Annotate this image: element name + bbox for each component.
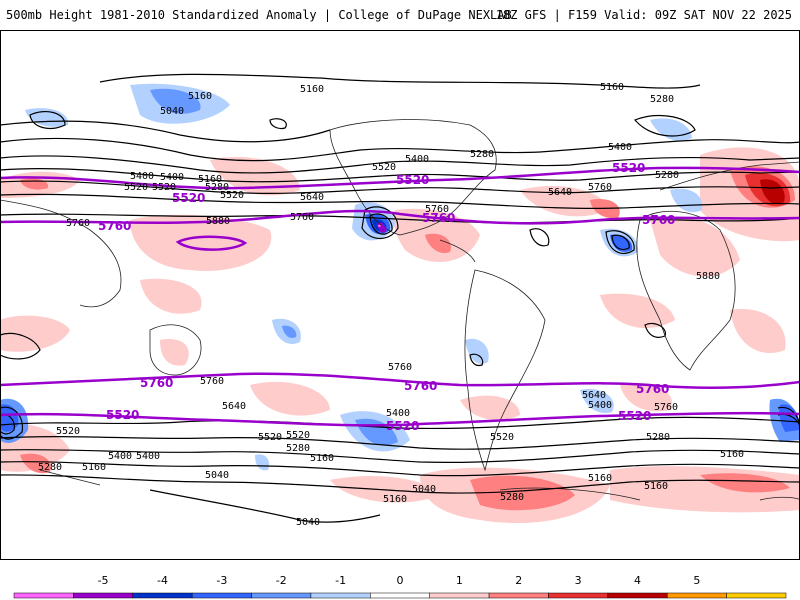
colorbar-tick-label: -5 xyxy=(98,574,109,587)
contour-label: 5520 xyxy=(152,182,176,193)
contour-label: 5400 xyxy=(608,142,632,153)
colorbar: -5 -4 -3 -2 -1 0 1 2 3 4 5 xyxy=(13,574,787,599)
contour-label: 5400 xyxy=(386,408,410,419)
contour-label: 5160 xyxy=(188,91,212,102)
contour-label: 5760 xyxy=(66,218,90,229)
contour-label-5520: 5520 xyxy=(386,419,419,433)
colorbar-bin xyxy=(666,592,727,599)
contour-label: 5400 xyxy=(160,172,184,183)
contour-label: 5160 xyxy=(310,453,334,464)
contour-label: 5280 xyxy=(470,149,494,160)
contour-label: 5760 xyxy=(588,182,612,193)
colorbar-tick-label: 1 xyxy=(456,574,463,587)
contour-label: 5520 xyxy=(258,432,282,443)
map-title: 500mb Height 1981-2010 Standardized Anom… xyxy=(6,8,512,22)
colorbar-bin xyxy=(548,592,609,599)
contour-label: 5280 xyxy=(38,462,62,473)
model-run-info: 18Z GFS | F159 Valid: 09Z SAT NOV 22 202… xyxy=(495,8,792,22)
contour-label: 5640 xyxy=(300,192,324,203)
contour-label: 5160 xyxy=(644,481,668,492)
colorbar-tick-label: 3 xyxy=(575,574,582,587)
colorbar-bin xyxy=(132,592,193,599)
contour-label: 5400 xyxy=(588,400,612,411)
black-contour-labels: 5160 5040 5160 5160 5280 5400 5520 5400 … xyxy=(38,82,744,528)
weather-map: 5160 5040 5160 5160 5280 5400 5520 5400 … xyxy=(0,30,800,560)
contour-label: 5760 xyxy=(290,212,314,223)
contour-label: 5520 xyxy=(490,432,514,443)
contour-label-5760: 5760 xyxy=(98,219,131,233)
contour-label: 5760 xyxy=(200,376,224,387)
contour-label-5520: 5520 xyxy=(396,173,429,187)
colorbar-bin xyxy=(370,592,430,599)
contour-label: 5520 xyxy=(286,430,310,441)
colorbar-bin xyxy=(726,592,787,599)
contour-label: 5880 xyxy=(206,216,230,227)
colorbar-bin xyxy=(607,592,668,599)
colorbar-tick-label: -1 xyxy=(335,574,346,587)
contour-label-5520: 5520 xyxy=(618,409,651,423)
contour-label-5760: 5760 xyxy=(642,213,675,227)
colorbar-tick-labels: -5 -4 -3 -2 -1 0 1 2 3 4 5 xyxy=(98,574,701,587)
contour-label: 5400 xyxy=(136,451,160,462)
contour-label: 5520 xyxy=(56,426,80,437)
contour-label: 5040 xyxy=(160,106,184,117)
contour-label: 5520 xyxy=(220,190,244,201)
contour-label: 5160 xyxy=(720,449,744,460)
contour-label: 5400 xyxy=(130,171,154,182)
contour-label: 5880 xyxy=(696,271,720,282)
contour-label-5760: 5760 xyxy=(404,379,437,393)
contour-label: 5760 xyxy=(388,362,412,373)
highlight-contours xyxy=(0,166,800,427)
contour-label: 5280 xyxy=(500,492,524,503)
colorbar-bin xyxy=(310,592,371,599)
map-header: 500mb Height 1981-2010 Standardized Anom… xyxy=(0,0,800,30)
contour-label-5520: 5520 xyxy=(172,191,205,205)
contour-label: 5160 xyxy=(300,84,324,95)
contour-label: 5280 xyxy=(650,94,674,105)
contour-label: 5520 xyxy=(372,162,396,173)
colorbar-tick-label: 5 xyxy=(693,574,700,587)
contour-label: 5640 xyxy=(582,390,606,401)
colorbar-bin xyxy=(251,592,312,599)
contour-label: 5280 xyxy=(646,432,670,443)
contour-label-5760: 5760 xyxy=(140,376,173,390)
colorbar-bins xyxy=(13,592,787,599)
colorbar-tick-label: -4 xyxy=(157,574,168,587)
colorbar-bin xyxy=(73,592,134,599)
contour-label-5520: 5520 xyxy=(106,408,139,422)
colorbar-bin xyxy=(13,592,74,599)
highlight-contour-labels: 5520 5760 5520 5760 5520 5760 5760 5520 … xyxy=(98,161,675,433)
colorbar-tick-label: -2 xyxy=(276,574,287,587)
contour-label: 5280 xyxy=(286,443,310,454)
height-contours xyxy=(0,73,800,523)
contour-label: 5400 xyxy=(405,154,429,165)
contour-label-5760: 5760 xyxy=(636,382,669,396)
contour-label: 5760 xyxy=(654,402,678,413)
contour-label-5520: 5520 xyxy=(612,161,645,175)
contour-label: 5760 xyxy=(425,204,449,215)
contour-label: 5640 xyxy=(548,187,572,198)
colorbar-bin xyxy=(488,592,549,599)
colorbar-tick-label: 2 xyxy=(515,574,522,587)
contour-label: 5400 xyxy=(108,451,132,462)
contour-label: 5040 xyxy=(205,470,229,481)
contour-label: 5040 xyxy=(296,517,320,528)
colorbar-tick-label: -3 xyxy=(216,574,227,587)
contour-label: 5160 xyxy=(82,462,106,473)
colorbar-tick-label: 0 xyxy=(397,574,404,587)
colorbar-bin xyxy=(191,592,252,599)
contour-label: 5160 xyxy=(600,82,624,93)
contour-label: 5160 xyxy=(383,494,407,505)
colorbar-bin xyxy=(429,592,490,599)
contour-label-5760: 5760 xyxy=(422,211,455,225)
colorbar-tick-label: 4 xyxy=(634,574,641,587)
contour-label: 5040 xyxy=(412,484,436,495)
contour-label: 5280 xyxy=(205,182,229,193)
contour-label: 5160 xyxy=(198,174,222,185)
contour-label: 5640 xyxy=(222,401,246,412)
contour-label: 5160 xyxy=(588,473,612,484)
contour-label: 5280 xyxy=(655,170,679,181)
contour-label: 5520 xyxy=(124,182,148,193)
